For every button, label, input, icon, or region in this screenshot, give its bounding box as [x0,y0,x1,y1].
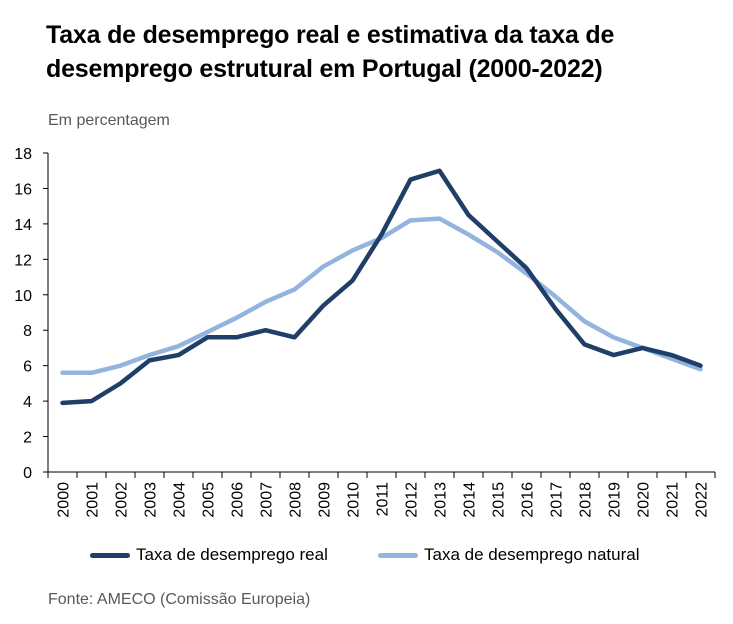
x-tick-label: 2019 [607,482,624,518]
x-tick-label: 2020 [636,482,653,518]
y-tick-label: 4 [23,394,32,411]
x-tick-label: 2022 [694,482,711,518]
legend: Taxa de desemprego real Taxa de desempre… [0,545,733,569]
x-tick-label: 2010 [346,482,363,518]
x-tick-label: 2021 [665,482,682,518]
legend-swatch-natural [378,552,418,558]
x-tick-label: 2017 [549,482,566,518]
x-tick-label: 2013 [433,482,450,518]
legend-label-real: Taxa de desemprego real [136,545,328,564]
y-tick-label: 18 [14,146,32,163]
y-tick-label: 6 [23,359,32,376]
x-axis-ticks: 2000 2001 2002 2003 2004 2005 2006 2007 2008 2009… [47,472,716,518]
legend-swatch-real [90,552,130,558]
x-tick-label: 2005 [201,482,218,518]
x-tick-label: 2012 [404,482,421,518]
x-tick-label: 2002 [114,482,131,518]
axes [47,153,715,473]
y-tick-label: 8 [23,323,32,340]
x-tick-label: 2004 [172,482,189,518]
x-tick-label: 2018 [578,482,595,518]
x-tick-label: 2001 [85,482,102,518]
x-tick-label: 2011 [375,482,392,517]
x-tick-label: 2000 [56,482,73,518]
source-note: Fonte: AMECO (Comissão Europeia) [48,591,311,608]
series-real-line [60,168,703,406]
y-tick-label: 14 [14,217,32,234]
chart-title: Taxa de desemprego real e estimativa da … [46,21,615,83]
x-tick-label: 2014 [462,482,479,518]
x-tick-label: 2006 [230,482,247,518]
legend-label-natural: Taxa de desemprego natural [424,545,640,564]
y-tick-label: 10 [14,288,32,305]
legend-item-real: Taxa de desemprego real [90,545,328,565]
legend-item-natural: Taxa de desemprego natural [378,545,639,565]
series-lines [60,168,703,406]
chart-subtitle: Em percentagem [48,112,170,129]
x-tick-label: 2007 [259,482,276,518]
y-tick-label: 16 [14,181,32,198]
x-tick-label: 2009 [317,482,334,518]
y-axis-ticks: 0 2 4 6 8 10 12 14 16 18 [14,146,48,482]
line-chart: 0 2 4 6 8 10 12 14 16 18 2000 2001 2002 2003 2004 2005… [14,146,716,518]
x-tick-label: 2016 [520,482,537,518]
y-tick-label: 0 [23,465,32,482]
y-tick-label: 12 [14,252,32,269]
x-tick-label: 2015 [491,482,508,518]
x-tick-label: 2003 [143,482,160,518]
x-tick-label: 2008 [288,482,305,518]
y-tick-label: 2 [23,430,32,447]
